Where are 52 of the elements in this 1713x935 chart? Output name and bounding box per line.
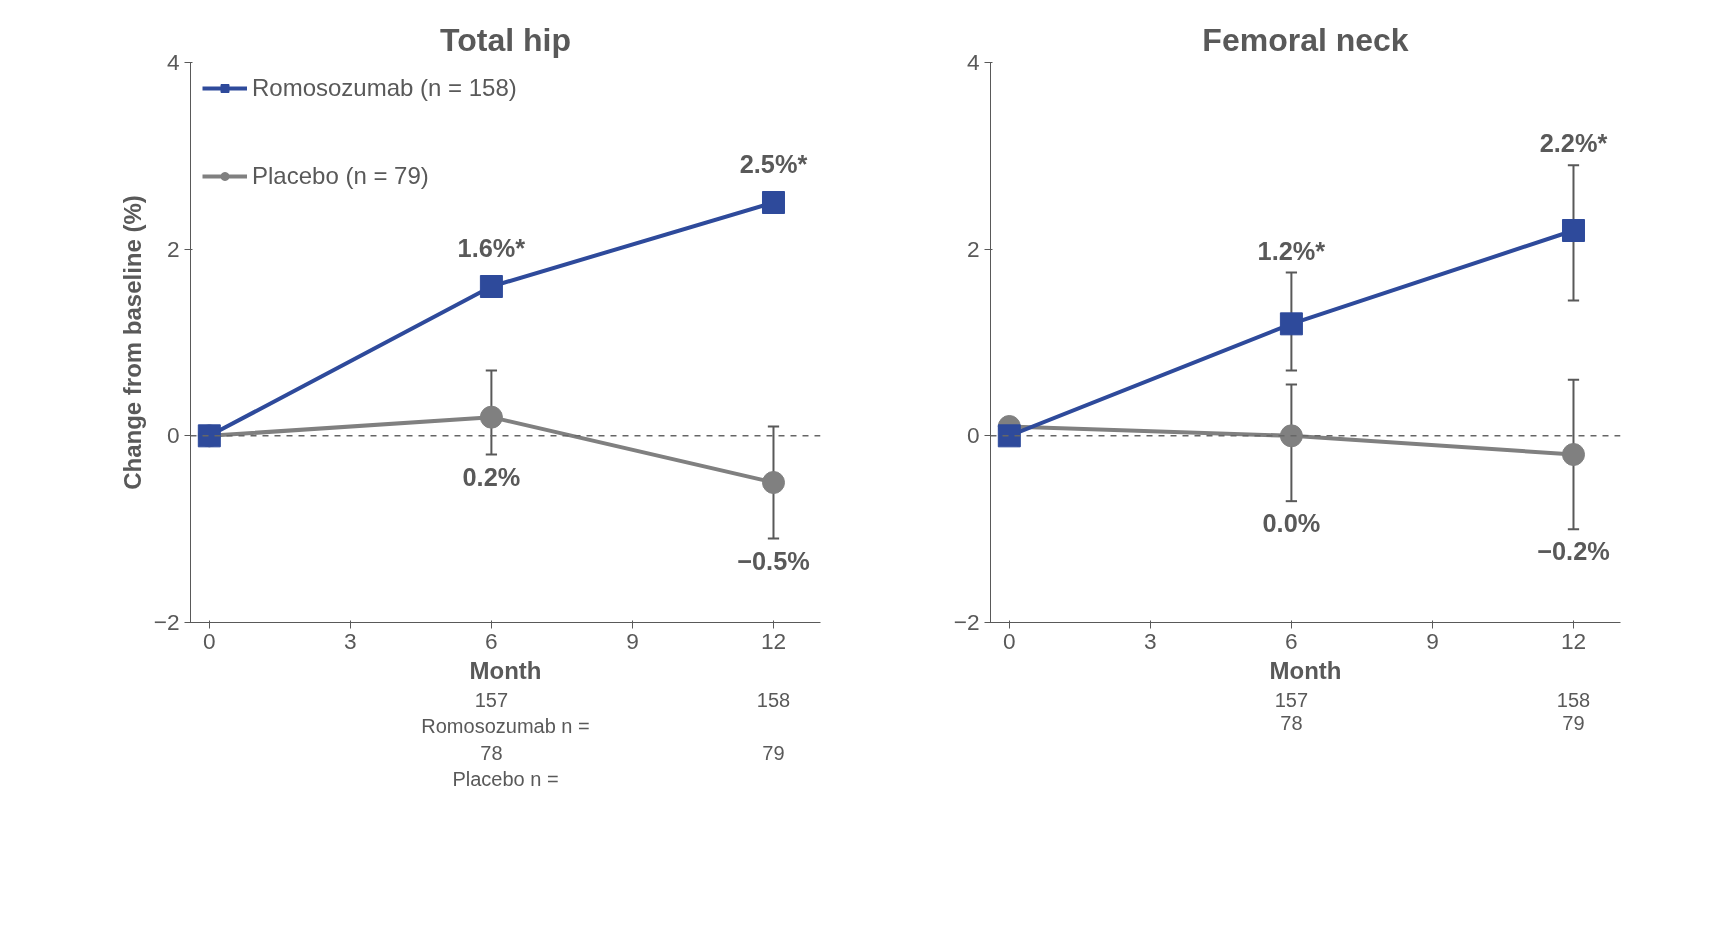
point — [1561, 443, 1585, 466]
data-label: 0.0% — [1262, 509, 1321, 538]
text: 78 — [480, 741, 503, 764]
point — [1279, 424, 1303, 448]
legend-label: Romosozumab (n = 158) — [252, 74, 517, 102]
x-tick-label: 12 — [760, 627, 787, 654]
text: Placebo n = — [452, 767, 559, 790]
x-axis-title: Month — [469, 656, 542, 684]
x-axis-title: Month — [1269, 656, 1342, 684]
y-tick-label: 2 — [166, 235, 180, 262]
y-tick-label: −2 — [953, 609, 980, 635]
text: 157 — [474, 688, 509, 711]
legend-label: Placebo (n = 79) — [252, 162, 429, 190]
text: 78 — [1280, 711, 1303, 734]
point — [479, 405, 503, 429]
data-label: 2.2%* — [1539, 129, 1608, 158]
x-tick-label: 9 — [1426, 627, 1439, 654]
point — [761, 471, 785, 494]
text: 79 — [762, 741, 785, 764]
chart-title: Total hip — [440, 21, 571, 58]
y-tick-label: 0 — [966, 422, 980, 449]
x-tick-label: 3 — [1144, 627, 1157, 654]
x-tick-label: 0 — [1003, 627, 1016, 654]
x-tick-label: 0 — [203, 627, 216, 654]
text: 79 — [1562, 711, 1585, 734]
x-tick-label: 6 — [485, 627, 498, 654]
data-label: −0.5% — [737, 546, 810, 575]
point — [997, 424, 1021, 448]
y-axis-title: Change from baseline (%) — [118, 195, 146, 490]
data-label: 1.2%* — [1257, 236, 1326, 265]
x-tick-label: 3 — [344, 627, 357, 654]
data-label: 1.6%* — [457, 233, 526, 262]
y-tick-label: 0 — [166, 422, 180, 449]
x-tick-label: 6 — [1285, 627, 1298, 654]
data-label: −0.2% — [1537, 537, 1610, 566]
text: Romosozumab n = — [421, 714, 590, 737]
data-label: 0.2% — [462, 462, 521, 491]
data-label: 2.5%* — [739, 149, 808, 178]
point — [1279, 312, 1303, 336]
y-tick-label: −2 — [153, 609, 180, 635]
x-tick-label: 9 — [626, 627, 639, 654]
y-tick-label: 2 — [966, 235, 980, 262]
point — [479, 275, 503, 298]
y-tick-label: 4 — [166, 49, 180, 75]
y-tick-label: 4 — [966, 49, 980, 75]
point — [761, 191, 785, 214]
x-tick-label: 12 — [1560, 627, 1587, 654]
chart-title: Femoral neck — [1202, 21, 1409, 58]
point — [1561, 219, 1585, 242]
text: 158 — [1556, 688, 1591, 711]
text: 158 — [756, 688, 791, 711]
text: 157 — [1274, 688, 1309, 711]
